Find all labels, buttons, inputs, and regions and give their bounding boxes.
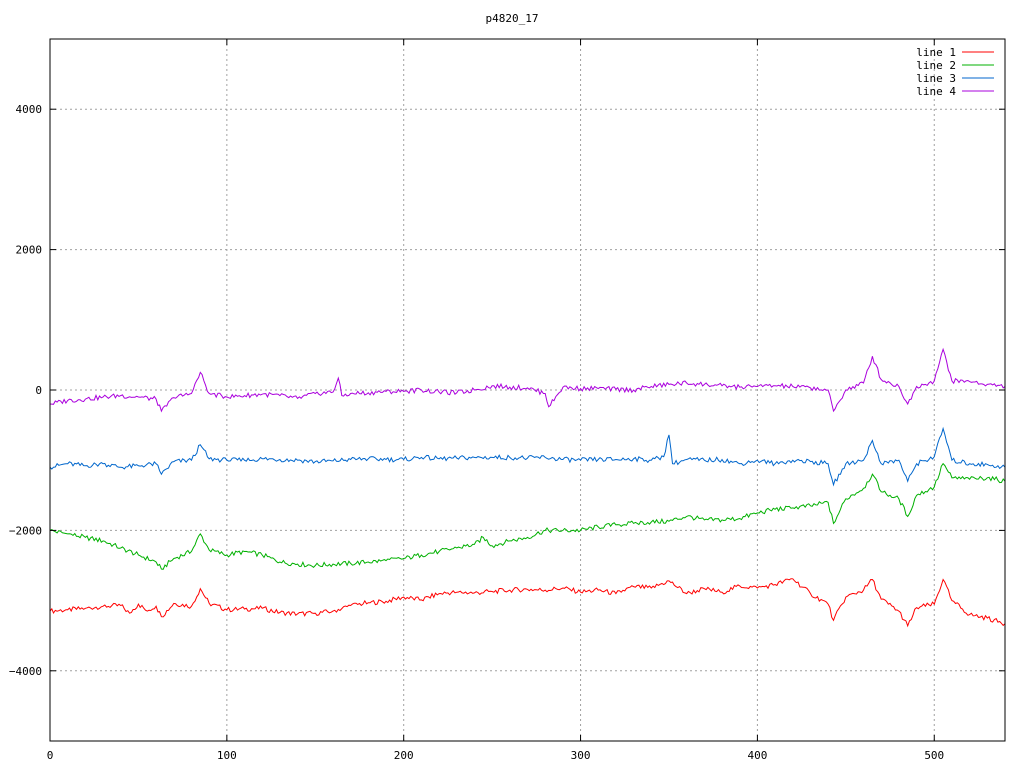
x-tick-label: 300 [571,749,591,762]
y-tick-label: −4000 [9,665,42,678]
y-tick-label: 2000 [16,244,43,257]
legend-label-1: line 1 [916,46,956,59]
series-layer [49,347,1006,628]
x-tick-label: 500 [924,749,944,762]
y-tick-label: −2000 [9,524,42,537]
axis-ticks: 0 100 200 300 400 500 −4000 −2000 0 2000 4000 [9,39,1005,762]
chart-title: p4820_17 [486,12,539,25]
x-tick-label: 400 [747,749,767,762]
legend-label-2: line 2 [916,59,956,72]
y-tick-label: 4000 [16,103,43,116]
x-tick-label: 100 [217,749,237,762]
legend-label-4: line 4 [916,85,956,98]
x-tick-label: 0 [47,749,54,762]
series-line-4 [49,347,1006,413]
y-tick-label: 0 [35,384,42,397]
x-tick-label: 200 [394,749,414,762]
series-line-1 [49,578,1006,628]
series-line-2 [49,462,1006,570]
legend-label-3: line 3 [916,72,956,85]
series-line-3 [49,426,1006,487]
